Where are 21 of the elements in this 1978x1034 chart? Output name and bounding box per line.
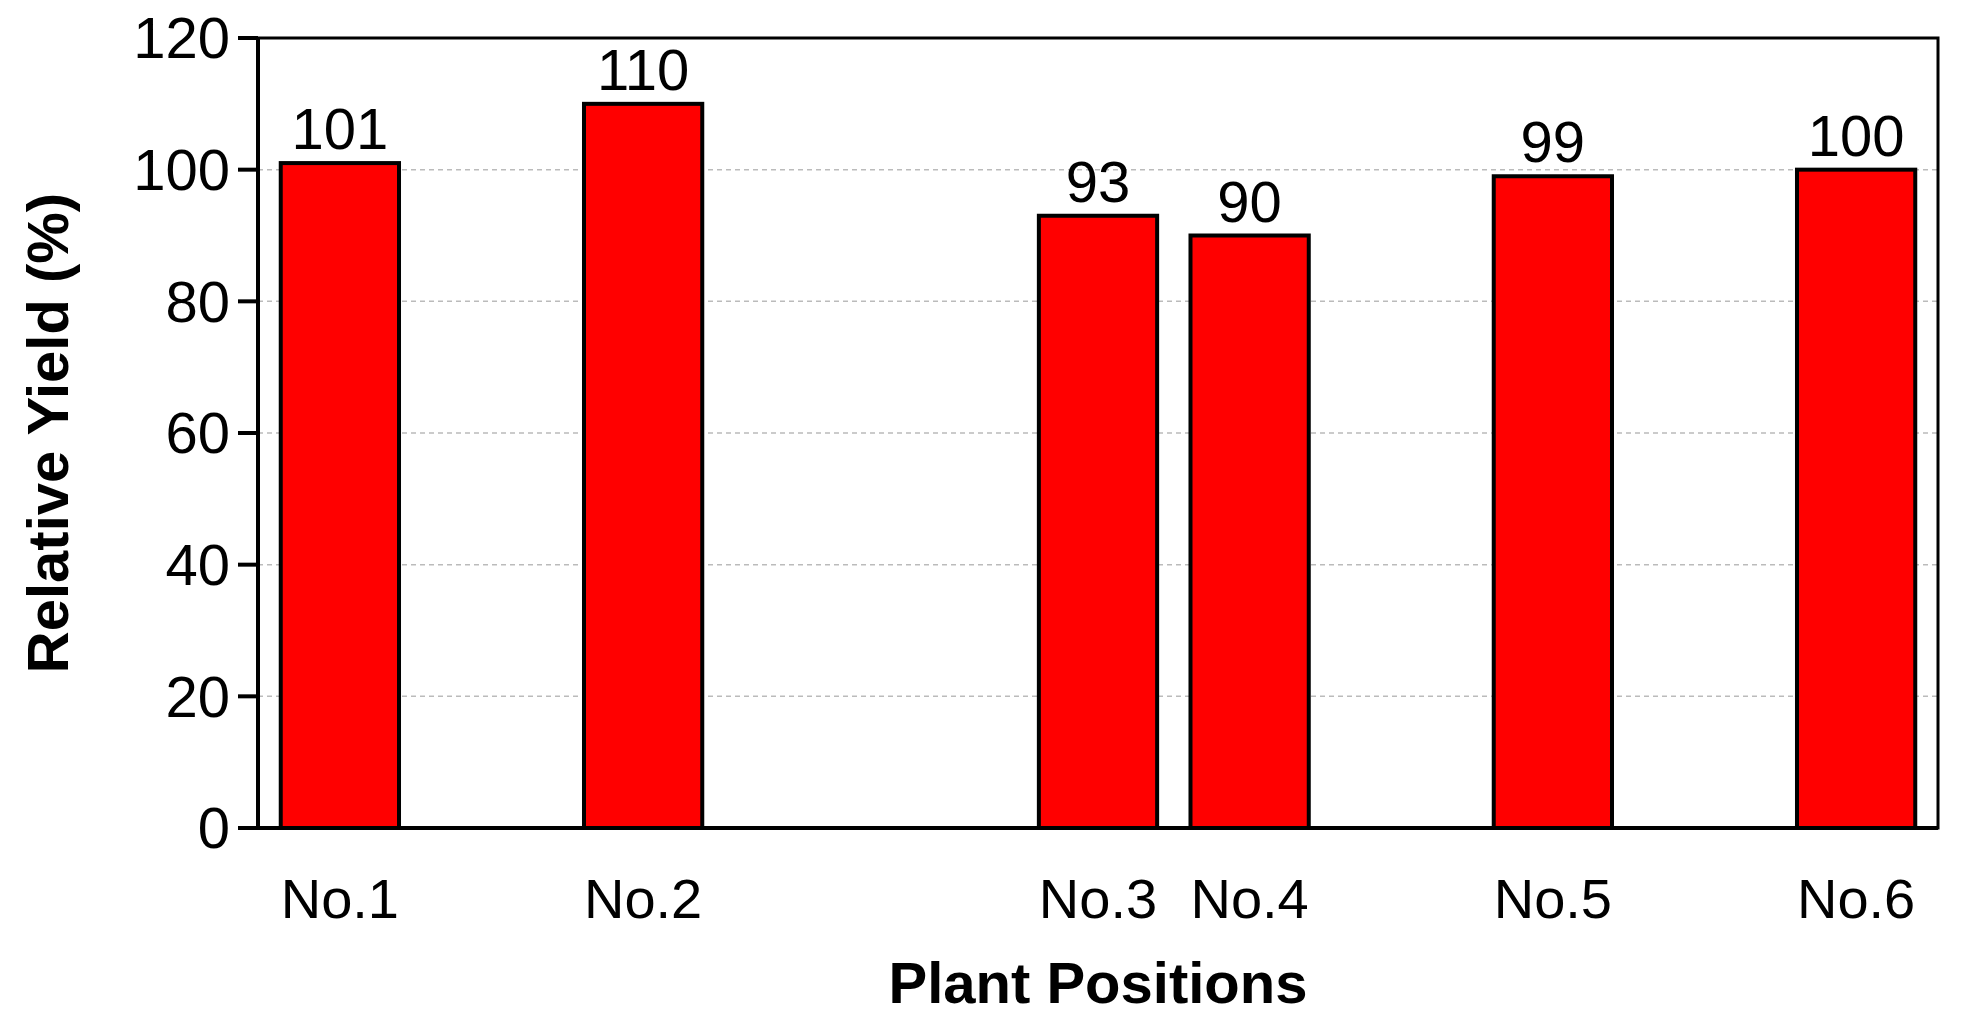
x-tick-label: No.4 [1190, 867, 1309, 930]
y-tick-label: 80 [165, 268, 230, 334]
data-label: 90 [1217, 168, 1282, 234]
data-label: 100 [1807, 102, 1905, 168]
y-tick-label: 0 [197, 795, 230, 861]
x-tick-label: No.5 [1493, 867, 1613, 930]
x-tick-label: No.3 [1038, 867, 1158, 930]
y-tick-label: 120 [133, 5, 230, 71]
data-label: 93 [1065, 148, 1131, 214]
x-tick-label: No.1 [280, 867, 400, 930]
y-tick-label: 100 [133, 136, 230, 202]
data-label: 101 [291, 96, 389, 162]
data-label: 110 [596, 36, 690, 102]
y-tick-label: 60 [165, 400, 230, 466]
y-tick-label: 40 [165, 531, 230, 597]
x-tick-label: No.6 [1796, 867, 1916, 930]
data-label: 99 [1520, 109, 1586, 175]
y-tick-label: 20 [165, 663, 230, 729]
x-tick-label: No.2 [583, 867, 703, 930]
y-axis-title: Relative Yield (%) [15, 192, 80, 674]
x-axis-title: Plant Positions [888, 950, 1308, 1015]
